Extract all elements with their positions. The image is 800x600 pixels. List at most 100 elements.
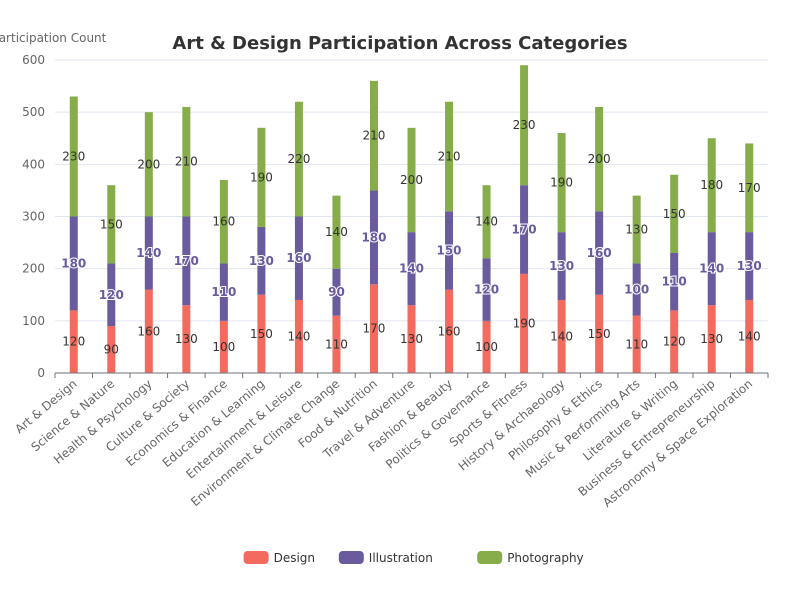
bar-photography	[144, 112, 153, 217]
bar-photography	[407, 127, 416, 233]
data-label: 140	[287, 329, 310, 343]
data-label: 200	[400, 173, 423, 187]
data-label: 130	[549, 259, 574, 273]
data-label: 150	[663, 207, 686, 221]
bar-photography	[257, 127, 266, 227]
data-label: 90	[104, 343, 119, 357]
data-label: 210	[175, 155, 198, 169]
data-label: 190	[550, 176, 573, 190]
bar-illustration	[294, 216, 303, 300]
bar-design	[332, 315, 341, 373]
bar-design	[144, 289, 153, 373]
data-label: 160	[438, 324, 461, 338]
bar-photography	[745, 143, 754, 233]
data-label: 140	[325, 225, 348, 239]
data-label: 230	[513, 118, 536, 132]
bar-illustration	[332, 268, 341, 316]
bar-design	[219, 320, 228, 373]
legend-swatch-design	[243, 551, 269, 564]
bar-design	[707, 305, 716, 373]
bar-photography	[520, 65, 529, 186]
bar-illustration	[670, 253, 679, 311]
data-label: 140	[738, 329, 761, 343]
data-label: 190	[250, 170, 273, 184]
data-label: 200	[137, 157, 160, 171]
data-labels: 120 180 230 90 120 150 160 140 200 130 170 210 100 11…	[60, 118, 763, 357]
bar-design	[595, 294, 604, 373]
bar-photography	[445, 101, 454, 212]
bar-design	[182, 305, 191, 373]
data-label: 130	[625, 223, 648, 237]
bar-photography	[294, 101, 303, 217]
data-label: 160	[212, 215, 235, 229]
data-label: 160	[137, 324, 160, 338]
legend[interactable]: Design Illustration Photography	[243, 551, 584, 565]
data-label: 110	[211, 285, 236, 299]
bar-illustration	[632, 263, 641, 316]
data-label: 150	[250, 327, 273, 341]
bar-design	[482, 320, 491, 373]
y-tick-label: 0	[37, 366, 45, 380]
bar-photography	[482, 185, 491, 259]
bar-photography	[595, 106, 604, 212]
bar-illustration	[520, 185, 529, 274]
y-tick-label: 300	[22, 210, 45, 224]
bar-design	[257, 294, 266, 373]
bar-illustration	[407, 232, 416, 306]
data-label: 110	[325, 337, 348, 351]
data-label: 100	[475, 340, 498, 354]
bar-design	[294, 299, 303, 373]
bar-photography	[107, 185, 116, 264]
bar-illustration	[557, 232, 566, 300]
bar-design	[557, 299, 566, 373]
data-label: 170	[738, 181, 761, 195]
data-label: 110	[625, 337, 648, 351]
legend-label-design: Design	[274, 551, 315, 565]
y-axis-label: Participation Count	[0, 31, 107, 45]
legend-swatch-photography	[477, 551, 503, 564]
y-tick-label: 500	[22, 105, 45, 119]
legend-label-illustration: Illustration	[369, 551, 433, 565]
data-label: 130	[400, 332, 423, 346]
data-label: 120	[99, 288, 124, 302]
bar-design	[107, 326, 116, 373]
y-tick-label: 400	[22, 157, 45, 171]
data-label: 120	[474, 283, 499, 297]
bar-design	[407, 305, 416, 373]
bar-design	[445, 289, 454, 373]
bar-illustration	[482, 258, 491, 321]
data-label: 130	[700, 332, 723, 346]
data-label: 220	[287, 152, 310, 166]
data-label: 180	[361, 230, 386, 244]
bar-photography	[557, 133, 566, 233]
bar-illustration	[369, 190, 378, 285]
bar-illustration	[69, 216, 78, 311]
legend-swatch-illustration	[338, 551, 364, 564]
bar-illustration	[219, 263, 228, 321]
bar-photography	[369, 80, 378, 191]
data-label: 180	[700, 178, 723, 192]
data-label: 140	[399, 262, 424, 276]
data-label: 210	[363, 129, 386, 143]
y-tick-label: 100	[22, 314, 45, 328]
bar-illustration	[445, 211, 454, 290]
bar-design	[69, 310, 78, 373]
bar-photography	[707, 138, 716, 233]
data-label: 140	[136, 246, 161, 260]
data-label: 160	[587, 246, 612, 260]
data-label: 100	[212, 340, 235, 354]
legend-label-photography: Photography	[507, 551, 583, 565]
data-label: 170	[512, 223, 537, 237]
data-label: 110	[662, 275, 687, 289]
data-label: 120	[62, 335, 85, 349]
bar-photography	[332, 195, 341, 269]
data-label: 130	[737, 259, 762, 273]
x-category-label: Art & Design	[12, 377, 79, 437]
data-label: 140	[699, 262, 724, 276]
data-label: 230	[62, 150, 85, 164]
data-label: 170	[363, 322, 386, 336]
y-tick-label: 200	[22, 262, 45, 276]
bar-photography	[182, 106, 191, 217]
data-label: 150	[436, 243, 461, 257]
